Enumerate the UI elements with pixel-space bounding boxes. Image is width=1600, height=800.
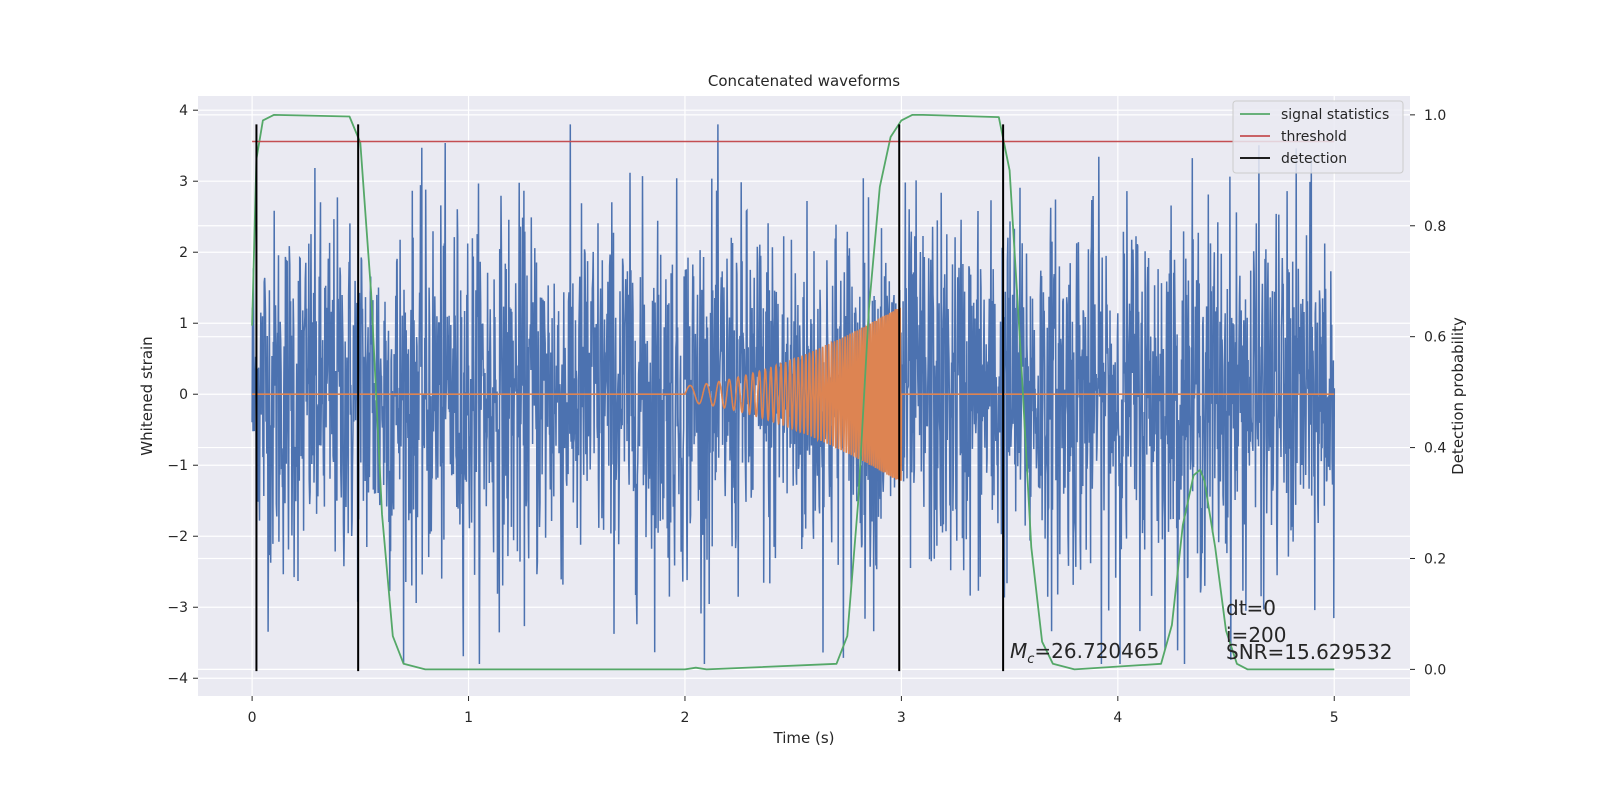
chart-title: Concatenated waveforms (708, 72, 900, 90)
y-tick-label: 4 (179, 103, 188, 119)
chirp-mass-annotation: Mc=26.720465 (1010, 639, 1159, 667)
y2-tick-label: 0.0 (1424, 662, 1446, 678)
y-tick-label: −1 (167, 458, 188, 474)
x-tick-label: 0 (248, 710, 257, 726)
x-tick-label: 3 (897, 710, 906, 726)
y-tick-label: −4 (167, 671, 188, 687)
strain-series (251, 124, 1336, 665)
x-tick-label: 5 (1330, 710, 1339, 726)
y-tick-label: 3 (179, 174, 188, 190)
strain-line (251, 124, 1336, 665)
y-tick-label: 0 (179, 387, 188, 403)
legend: signal statistics threshold detection (1232, 100, 1404, 174)
y-axis-label: Whitened strain (138, 336, 156, 455)
legend-box (1232, 100, 1404, 174)
template-series (252, 307, 1335, 481)
mc-value: =26.720465 (1034, 639, 1159, 663)
y-tick-label: −2 (167, 529, 188, 545)
y-tick-label: 1 (179, 316, 188, 332)
y-tick-label: 2 (179, 245, 188, 261)
dt-annotation: dt=0 (1226, 596, 1276, 620)
x-tick-label: 2 (681, 710, 690, 726)
signal-statistics-line (251, 114, 1335, 671)
i-annotation: i=200 (1226, 623, 1287, 647)
legend-label-signal: signal statistics (1281, 107, 1389, 123)
x-axis-label: Time (s) (773, 729, 835, 747)
y-tick-label: −3 (167, 600, 188, 616)
y2-tick-label: 0.2 (1424, 551, 1446, 567)
legend-label-detection: detection (1281, 151, 1347, 167)
tick-labels: 0 1 2 3 4 5 −4 −3 −2 −1 0 1 2 3 4 0.0 0.2 0.4 0.6 0.8 1.0 (167, 103, 1446, 726)
x-tick-label: 1 (464, 710, 473, 726)
x-tick-label: 4 (1113, 710, 1122, 726)
y2-axis-label: Detection probability (1449, 317, 1467, 475)
y2-tick-label: 0.4 (1424, 441, 1446, 457)
y2-tick-label: 0.8 (1424, 219, 1446, 235)
y2-tick-label: 0.6 (1424, 330, 1446, 346)
annotations: Mc=26.720465 dt=0 i=200 SNR=15.629532 (1010, 596, 1392, 667)
mc-subscript: c (1027, 652, 1034, 667)
legend-label-threshold: threshold (1281, 129, 1347, 145)
y2-tick-label: 1.0 (1424, 108, 1446, 124)
template-line (252, 307, 1335, 481)
probability-series (251, 114, 1335, 672)
mc-symbol: M (1010, 639, 1027, 663)
snr-annotation: SNR=15.629532 (1226, 640, 1392, 664)
